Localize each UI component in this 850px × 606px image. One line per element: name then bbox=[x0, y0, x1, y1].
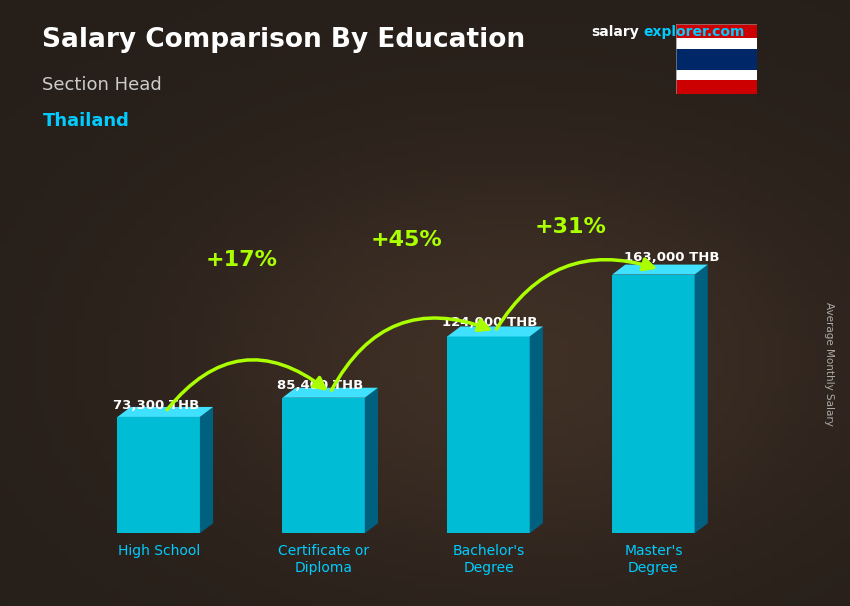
Polygon shape bbox=[694, 265, 708, 533]
Text: explorer.com: explorer.com bbox=[643, 25, 745, 39]
Text: Section Head: Section Head bbox=[42, 76, 162, 94]
Bar bbox=[117, 417, 200, 533]
Polygon shape bbox=[612, 265, 708, 275]
Text: +17%: +17% bbox=[205, 250, 277, 270]
Text: 124,000 THB: 124,000 THB bbox=[442, 316, 538, 328]
Text: Average Monthly Salary: Average Monthly Salary bbox=[824, 302, 834, 425]
Bar bbox=[676, 38, 756, 48]
Text: Thailand: Thailand bbox=[42, 112, 129, 130]
Bar bbox=[676, 48, 756, 70]
Polygon shape bbox=[447, 327, 543, 336]
Bar bbox=[676, 80, 756, 94]
Text: +45%: +45% bbox=[370, 230, 442, 250]
Text: Salary Comparison By Education: Salary Comparison By Education bbox=[42, 27, 525, 53]
Polygon shape bbox=[117, 407, 213, 417]
Bar bbox=[447, 336, 530, 533]
Polygon shape bbox=[200, 407, 213, 533]
Polygon shape bbox=[530, 327, 543, 533]
Bar bbox=[676, 70, 756, 80]
Text: salary: salary bbox=[591, 25, 638, 39]
Text: 85,400 THB: 85,400 THB bbox=[277, 379, 364, 392]
Bar bbox=[282, 398, 365, 533]
Polygon shape bbox=[282, 388, 378, 398]
Polygon shape bbox=[365, 388, 378, 533]
Text: 73,300 THB: 73,300 THB bbox=[112, 399, 199, 412]
Text: +31%: +31% bbox=[535, 216, 607, 237]
Bar bbox=[676, 24, 756, 38]
Bar bbox=[612, 275, 694, 533]
Text: 163,000 THB: 163,000 THB bbox=[624, 251, 719, 264]
